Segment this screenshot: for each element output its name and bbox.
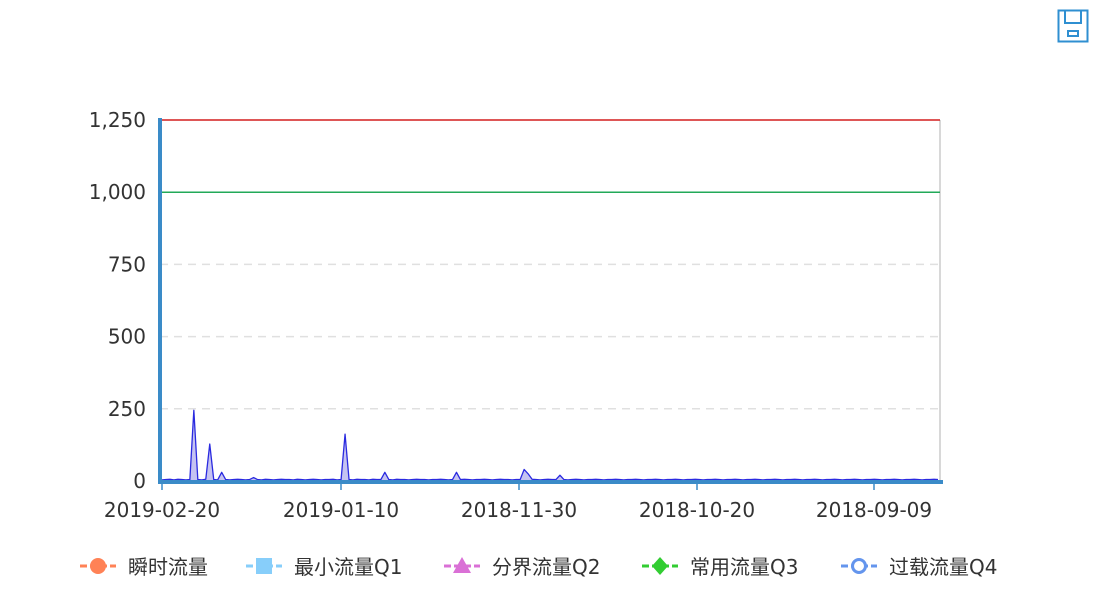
y-tick-label: 1,250 [89,108,146,132]
legend-label: 分界流量Q2 [492,555,600,579]
x-tick-label: 2018-10-20 [639,498,755,522]
y-tick-label: 1,000 [89,180,146,204]
x-tick-label: 2018-11-30 [461,498,577,522]
y-axis-ticks: 0 250 500 750 1,000 1,250 [89,108,146,493]
legend-marker [652,557,668,575]
legend[interactable]: 瞬时流量 最小流量Q1 分界流量Q2 常用流量Q3 过载流量Q4 [80,555,997,579]
x-tick-label: 2018-09-09 [816,498,932,522]
legend-marker [851,558,867,574]
legend-item[interactable]: 常用流量Q3 [642,555,798,579]
x-axis-ticks: 2019-02-20 2019-01-10 2018-11-30 2018-10-20… [104,483,932,522]
series-area [162,410,938,481]
legend-label: 瞬时流量 [128,555,208,579]
legend-marker [453,557,471,573]
series-layer [161,409,939,481]
reference-lines [160,119,940,193]
save-as-image-button[interactable] [1057,9,1089,43]
save-icon [1057,9,1089,43]
x-tick-label: 2019-01-10 [283,498,399,522]
legend-marker [256,558,272,574]
legend-label: 过载流量Q4 [889,555,997,579]
series-line [161,409,939,481]
x-tick-label: 2019-02-20 [104,498,220,522]
y-tick-label: 250 [108,397,146,421]
legend-marker [90,558,106,574]
legend-item[interactable]: 瞬时流量 [80,555,208,579]
legend-label: 常用流量Q3 [690,555,798,579]
y-tick-label: 500 [108,325,146,349]
legend-label: 最小流量Q1 [294,555,402,579]
y-tick-label: 0 [133,469,146,493]
grid-lines [160,120,941,481]
legend-item[interactable]: 分界流量Q2 [444,555,600,579]
legend-item[interactable]: 最小流量Q1 [246,555,402,579]
axes [158,118,943,484]
y-tick-label: 750 [108,252,146,276]
legend-item[interactable]: 过载流量Q4 [841,555,997,579]
